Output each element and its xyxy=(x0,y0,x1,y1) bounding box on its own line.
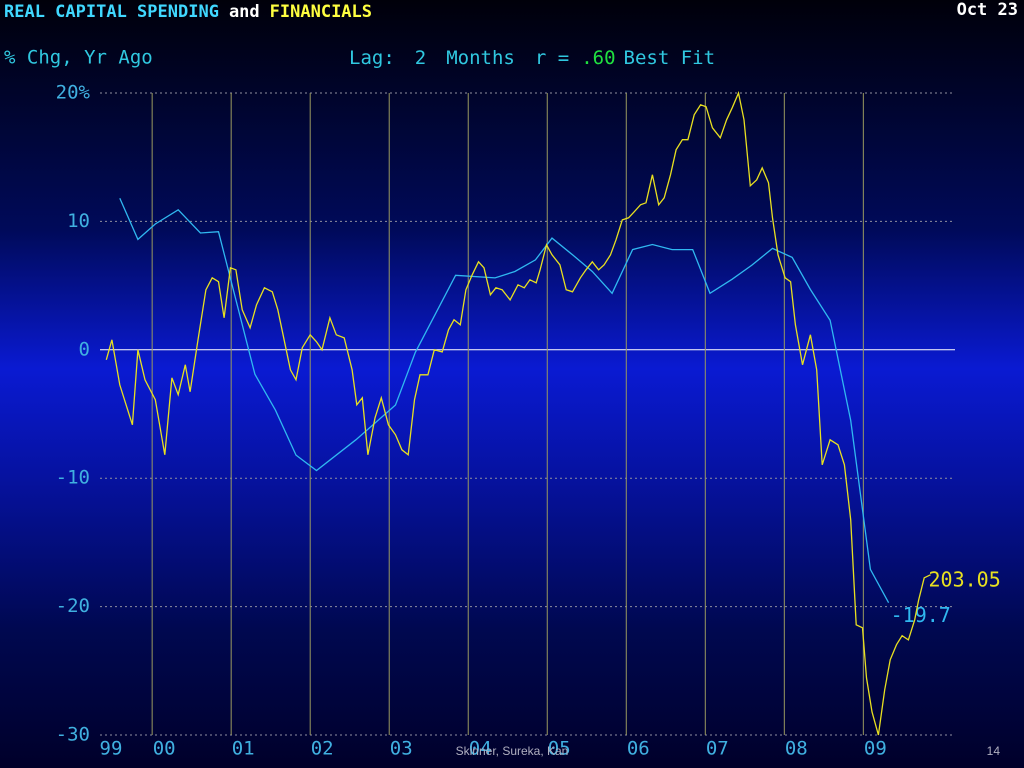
y-tick-label: -10 xyxy=(56,467,90,489)
x-tick-label: 03 xyxy=(390,738,413,760)
lag-part: 2 xyxy=(415,47,426,69)
y-tick-label: 0 xyxy=(79,338,90,360)
lag-part: Lag: xyxy=(349,47,395,69)
date: Oct 23 xyxy=(957,0,1018,20)
lag-info: Lag: 2 Months r = .60 Best Fit xyxy=(349,47,715,69)
x-tick-label: 08 xyxy=(785,738,808,760)
title-part: FINANCIALS xyxy=(270,2,372,22)
subtitle: % Chg, Yr Ago xyxy=(4,47,153,69)
x-tick-label: 04 xyxy=(469,738,492,760)
x-tick-label: 07 xyxy=(706,738,729,760)
x-tick-label: 01 xyxy=(232,738,255,760)
x-tick-label: 06 xyxy=(627,738,650,760)
y-tick-label: -20 xyxy=(56,595,90,617)
series-line xyxy=(105,90,931,736)
footer: Skinner, Sureka, Kan xyxy=(456,744,569,758)
y-tick-label: 20% xyxy=(56,82,91,104)
lag-part: Best Fit xyxy=(624,47,716,69)
chart-title: REAL CAPITAL SPENDING and FINANCIALS xyxy=(4,2,372,22)
series-line xyxy=(119,198,890,604)
lag-part: r = xyxy=(535,47,569,69)
lag-part: .60 xyxy=(581,47,615,69)
title-part: and xyxy=(229,2,260,22)
end-label: 203.05 xyxy=(929,567,1001,591)
y-tick-label: 10 xyxy=(67,210,90,232)
x-tick-label: 99 xyxy=(100,738,123,760)
page-number: 14 xyxy=(987,744,1001,758)
x-tick-label: 09 xyxy=(864,738,887,760)
y-tick-label: -30 xyxy=(56,724,90,746)
x-tick-label: 00 xyxy=(153,738,176,760)
x-tick-label: 02 xyxy=(311,738,334,760)
x-tick-label: 05 xyxy=(548,738,571,760)
end-label: -19.7 xyxy=(891,603,951,627)
lag-part: Months xyxy=(446,47,515,69)
title-part: REAL CAPITAL SPENDING xyxy=(4,2,219,22)
